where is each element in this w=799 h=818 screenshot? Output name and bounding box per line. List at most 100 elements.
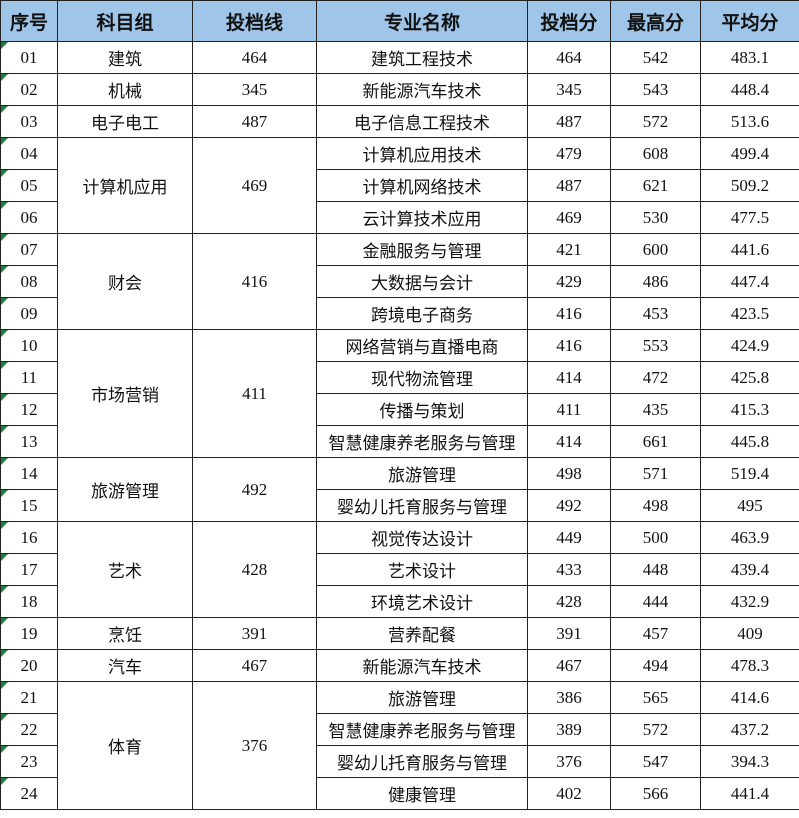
major-cell: 跨境电子商务 <box>316 297 528 330</box>
table-row: 13 智慧健康养老服务与管理 414 661 445.8 <box>0 425 799 458</box>
major-cell: 传播与策划 <box>316 393 528 426</box>
table-row: 09 跨境电子商务 416 453 423.5 <box>0 297 799 330</box>
header-cell: 最高分 <box>610 0 701 42</box>
table-row: 11 现代物流管理 414 472 425.8 <box>0 361 799 394</box>
avg-cell: 409 <box>700 617 799 650</box>
major-cell: 电子信息工程技术 <box>316 105 528 138</box>
score-cell: 386 <box>527 681 611 714</box>
score-cell: 389 <box>527 713 611 746</box>
max-cell: 571 <box>610 457 701 490</box>
major-cell: 健康管理 <box>316 777 528 810</box>
major-cell: 金融服务与管理 <box>316 233 528 266</box>
score-cell: 469 <box>527 201 611 234</box>
header-cell: 专业名称 <box>316 0 528 42</box>
group-cell: 旅游管理 <box>57 457 193 522</box>
avg-cell: 499.4 <box>700 137 799 170</box>
line-cell: 467 <box>192 649 317 682</box>
avg-cell: 445.8 <box>700 425 799 458</box>
table-row: 04 计算机应用 469 计算机应用技术 479 608 499.4 <box>0 137 799 234</box>
avg-cell: 439.4 <box>700 553 799 586</box>
score-cell: 421 <box>527 233 611 266</box>
score-cell: 429 <box>527 265 611 298</box>
avg-cell: 424.9 <box>700 329 799 362</box>
line-cell: 345 <box>192 73 317 106</box>
table-row: 03 电子电工 487 电子信息工程技术 487 572 513.6 <box>0 105 799 138</box>
avg-cell: 415.3 <box>700 393 799 426</box>
max-cell: 621 <box>610 169 701 202</box>
group-cell: 计算机应用 <box>57 137 193 234</box>
score-cell: 467 <box>527 649 611 682</box>
max-cell: 553 <box>610 329 701 362</box>
avg-cell: 441.4 <box>700 777 799 810</box>
id-cell: 24 <box>0 777 58 810</box>
score-cell: 345 <box>527 73 611 106</box>
major-cell: 智慧健康养老服务与管理 <box>316 713 528 746</box>
group-cell: 艺术 <box>57 521 193 618</box>
score-cell: 498 <box>527 457 611 490</box>
score-cell: 391 <box>527 617 611 650</box>
avg-cell: 432.9 <box>700 585 799 618</box>
max-cell: 600 <box>610 233 701 266</box>
table-row: 16 艺术 428 视觉传达设计 449 500 463.9 <box>0 521 799 618</box>
avg-cell: 495 <box>700 489 799 522</box>
id-cell: 22 <box>0 713 58 746</box>
major-cell: 建筑工程技术 <box>316 41 528 74</box>
avg-cell: 483.1 <box>700 41 799 74</box>
score-cell: 414 <box>527 425 611 458</box>
line-cell: 487 <box>192 105 317 138</box>
max-cell: 486 <box>610 265 701 298</box>
id-cell: 03 <box>0 105 58 138</box>
table-row: 08 大数据与会计 429 486 447.4 <box>0 265 799 298</box>
line-cell: 469 <box>192 137 317 234</box>
avg-cell: 394.3 <box>700 745 799 778</box>
major-cell: 环境艺术设计 <box>316 585 528 618</box>
major-cell: 婴幼儿托育服务与管理 <box>316 745 528 778</box>
max-cell: 543 <box>610 73 701 106</box>
score-cell: 464 <box>527 41 611 74</box>
max-cell: 542 <box>610 41 701 74</box>
id-cell: 11 <box>0 361 58 394</box>
major-cell: 新能源汽车技术 <box>316 649 528 682</box>
group-cell: 机械 <box>57 73 193 106</box>
header-cell: 科目组 <box>57 0 193 42</box>
avg-cell: 509.2 <box>700 169 799 202</box>
major-cell: 现代物流管理 <box>316 361 528 394</box>
table-row: 05 计算机网络技术 487 621 509.2 <box>0 169 799 202</box>
major-cell: 计算机网络技术 <box>316 169 528 202</box>
id-cell: 14 <box>0 457 58 490</box>
id-cell: 19 <box>0 617 58 650</box>
header-cell: 投档线 <box>192 0 317 42</box>
id-cell: 13 <box>0 425 58 458</box>
table-row: 14 旅游管理 492 旅游管理 498 571 519.4 <box>0 457 799 522</box>
avg-cell: 441.6 <box>700 233 799 266</box>
max-cell: 448 <box>610 553 701 586</box>
header-cell: 投档分 <box>527 0 611 42</box>
max-cell: 572 <box>610 713 701 746</box>
max-cell: 566 <box>610 777 701 810</box>
line-cell: 376 <box>192 681 317 810</box>
id-cell: 08 <box>0 265 58 298</box>
id-cell: 15 <box>0 489 58 522</box>
table-row: 19 烹饪 391 营养配餐 391 457 409 <box>0 617 799 650</box>
group-cell: 汽车 <box>57 649 193 682</box>
id-cell: 02 <box>0 73 58 106</box>
id-cell: 16 <box>0 521 58 554</box>
table-row: 18 环境艺术设计 428 444 432.9 <box>0 585 799 618</box>
id-cell: 17 <box>0 553 58 586</box>
table-row: 10 市场营销 411 网络营销与直播电商 416 553 424.9 <box>0 329 799 458</box>
max-cell: 565 <box>610 681 701 714</box>
avg-cell: 448.4 <box>700 73 799 106</box>
score-cell: 492 <box>527 489 611 522</box>
max-cell: 472 <box>610 361 701 394</box>
id-cell: 21 <box>0 681 58 714</box>
major-cell: 智慧健康养老服务与管理 <box>316 425 528 458</box>
id-cell: 01 <box>0 41 58 74</box>
group-cell: 烹饪 <box>57 617 193 650</box>
major-cell: 计算机应用技术 <box>316 137 528 170</box>
max-cell: 572 <box>610 105 701 138</box>
avg-cell: 463.9 <box>700 521 799 554</box>
max-cell: 444 <box>610 585 701 618</box>
avg-cell: 478.3 <box>700 649 799 682</box>
